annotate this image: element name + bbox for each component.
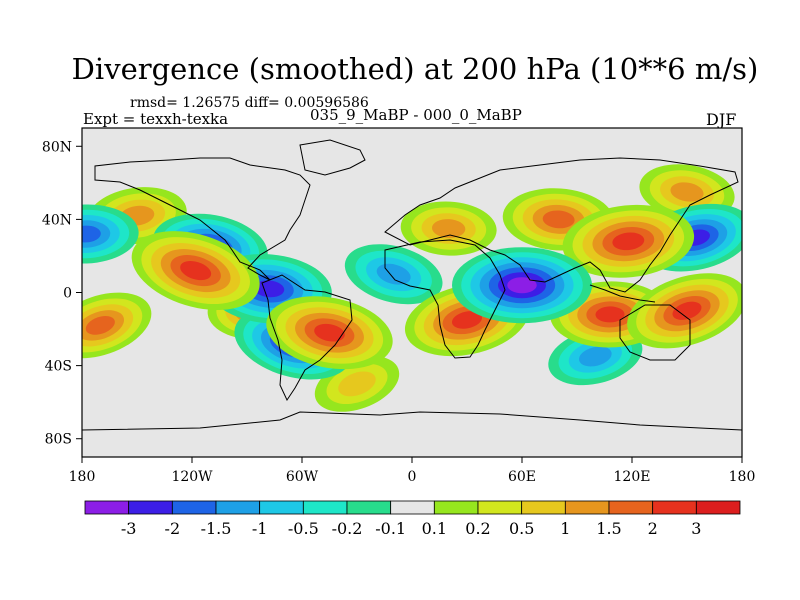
colorbar-swatch [652, 500, 697, 515]
y-tick-label: 40N [42, 212, 72, 228]
divergence-cell [627, 273, 742, 349]
contour-band [82, 225, 101, 243]
contour-band [578, 346, 612, 367]
colorbar: -3 -2 -1.5 -1 -0.5 -0.2 -0.1 0.1 0.2 0.5 1 1.5 2 3 [84, 500, 741, 538]
colorbar-swatch [259, 500, 304, 515]
difference-label: 035_9_MaBP - 000_0_MaBP [310, 106, 522, 124]
colorbar-label: -1.5 [201, 519, 232, 538]
y-tick-label: 40S [45, 359, 72, 375]
x-tick-label: 60W [286, 469, 319, 485]
colorbar-swatch [695, 500, 741, 515]
colorbar-label: 0.1 [422, 519, 447, 538]
colorbar-swatch [302, 500, 348, 515]
colorbar-swatch [84, 500, 130, 515]
longitude-axis: 180 120W 60W 0 60E 120E 180 [69, 457, 756, 485]
divergence-cell [266, 296, 393, 370]
y-tick-label: 80N [42, 139, 72, 155]
colorbar-swatch [564, 500, 610, 515]
colorbar-swatch [346, 500, 392, 515]
colorbar-label: 0.5 [509, 519, 534, 538]
y-tick-label: 0 [63, 286, 72, 302]
coastlines [82, 139, 742, 431]
contour-band [85, 316, 115, 335]
coastline-maritime-continent [589, 284, 656, 303]
colorbar-swatch [171, 500, 217, 515]
colorbar-swatch [608, 500, 654, 515]
coastline-north-america [94, 157, 311, 281]
colorbar-label: 1.5 [596, 519, 621, 538]
coastline-eurasia [384, 157, 739, 293]
x-tick-label: 60E [508, 469, 536, 485]
colorbar-swatch [521, 500, 566, 515]
season-label: DJF [706, 110, 737, 129]
colorbar-label: -0.1 [375, 519, 406, 538]
divergence-cell [452, 247, 592, 324]
coastline-antarctica [82, 411, 742, 431]
latitude-axis: 80N 40N 0 40S 80S [42, 139, 82, 448]
rmsd-stats: rmsd= 1.26575 diff= 0.00596586 [130, 95, 369, 111]
colorbar-swatch [215, 500, 261, 515]
contour-band [376, 263, 411, 285]
colorbar-label: -1 [252, 519, 268, 538]
divergence-cell [82, 204, 139, 264]
contour-band [431, 219, 466, 238]
divergence-cell [344, 244, 443, 305]
contour-band [612, 232, 645, 251]
colorbar-label: -0.2 [332, 519, 363, 538]
colorbar-label: 1 [560, 519, 570, 538]
contour-band [180, 260, 212, 281]
contour-band [595, 306, 625, 323]
colorbar-label: 0.2 [465, 519, 490, 538]
x-tick-label: 0 [408, 469, 417, 485]
colorbar-swatch [128, 500, 173, 515]
map-title: Divergence (smoothed) at 200 hPa (10**6 … [71, 52, 759, 86]
coastline-greenland [299, 139, 366, 176]
colorbar-swatch [477, 500, 523, 515]
divergence-cell [82, 292, 152, 359]
colorbar-label: 3 [691, 519, 701, 538]
contour-band [338, 371, 376, 397]
colorbar-label: -2 [165, 519, 181, 538]
x-tick-label: 120W [171, 469, 213, 485]
contour-band [314, 323, 345, 342]
divergence-cell [131, 231, 260, 311]
coastline-africa [384, 239, 506, 359]
colorbar-label: -0.5 [288, 519, 319, 538]
divergence-field [82, 164, 742, 412]
coastline-australia [619, 304, 691, 361]
contour-band [253, 280, 285, 298]
colorbar-label: -3 [121, 519, 137, 538]
colorbar-swatch [433, 500, 479, 515]
contour-band [672, 301, 702, 320]
contour-band [670, 182, 704, 202]
experiment-label: Expt = texxh-texka [83, 110, 229, 128]
x-tick-label: 180 [69, 469, 96, 485]
colorbar-swatch [390, 500, 435, 515]
x-tick-label: 120E [614, 469, 651, 485]
colorbar-label: 2 [648, 519, 658, 538]
coastline-south-america [261, 274, 353, 402]
x-tick-label: 180 [729, 469, 756, 485]
y-tick-label: 80S [45, 432, 72, 448]
contour-band [451, 311, 483, 329]
contour-band [542, 210, 575, 229]
contour-band [507, 277, 537, 294]
